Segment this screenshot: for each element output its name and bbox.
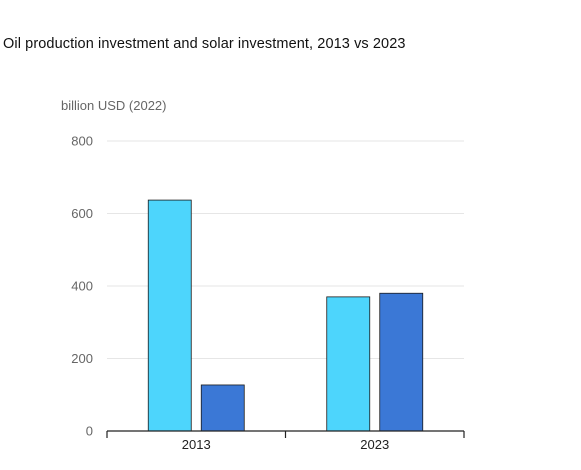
chart-title: Oil production investment and solar inve… [3,36,406,52]
bar-2023-series-1 [326,296,371,432]
bar-2013-series-1 [147,199,192,432]
y-tick-label: 400 [71,279,93,294]
y-axis-unit-label: billion USD (2022) [61,98,167,113]
x-axis [106,430,465,438]
bar-2023-series-2 [379,292,424,432]
x-tick-label: 2023 [360,437,389,452]
y-tick-label: 200 [71,351,93,366]
bar-2013-series-2 [200,384,245,432]
x-tick-label: 2013 [182,437,211,452]
y-tick-label: 0 [86,424,93,439]
y-tick-label: 600 [71,206,93,221]
axis-labels: billion USD (2022) 0 200 400 600 800 2013 2023 [61,98,389,452]
bars [147,199,424,432]
y-tick-label: 800 [71,134,93,149]
